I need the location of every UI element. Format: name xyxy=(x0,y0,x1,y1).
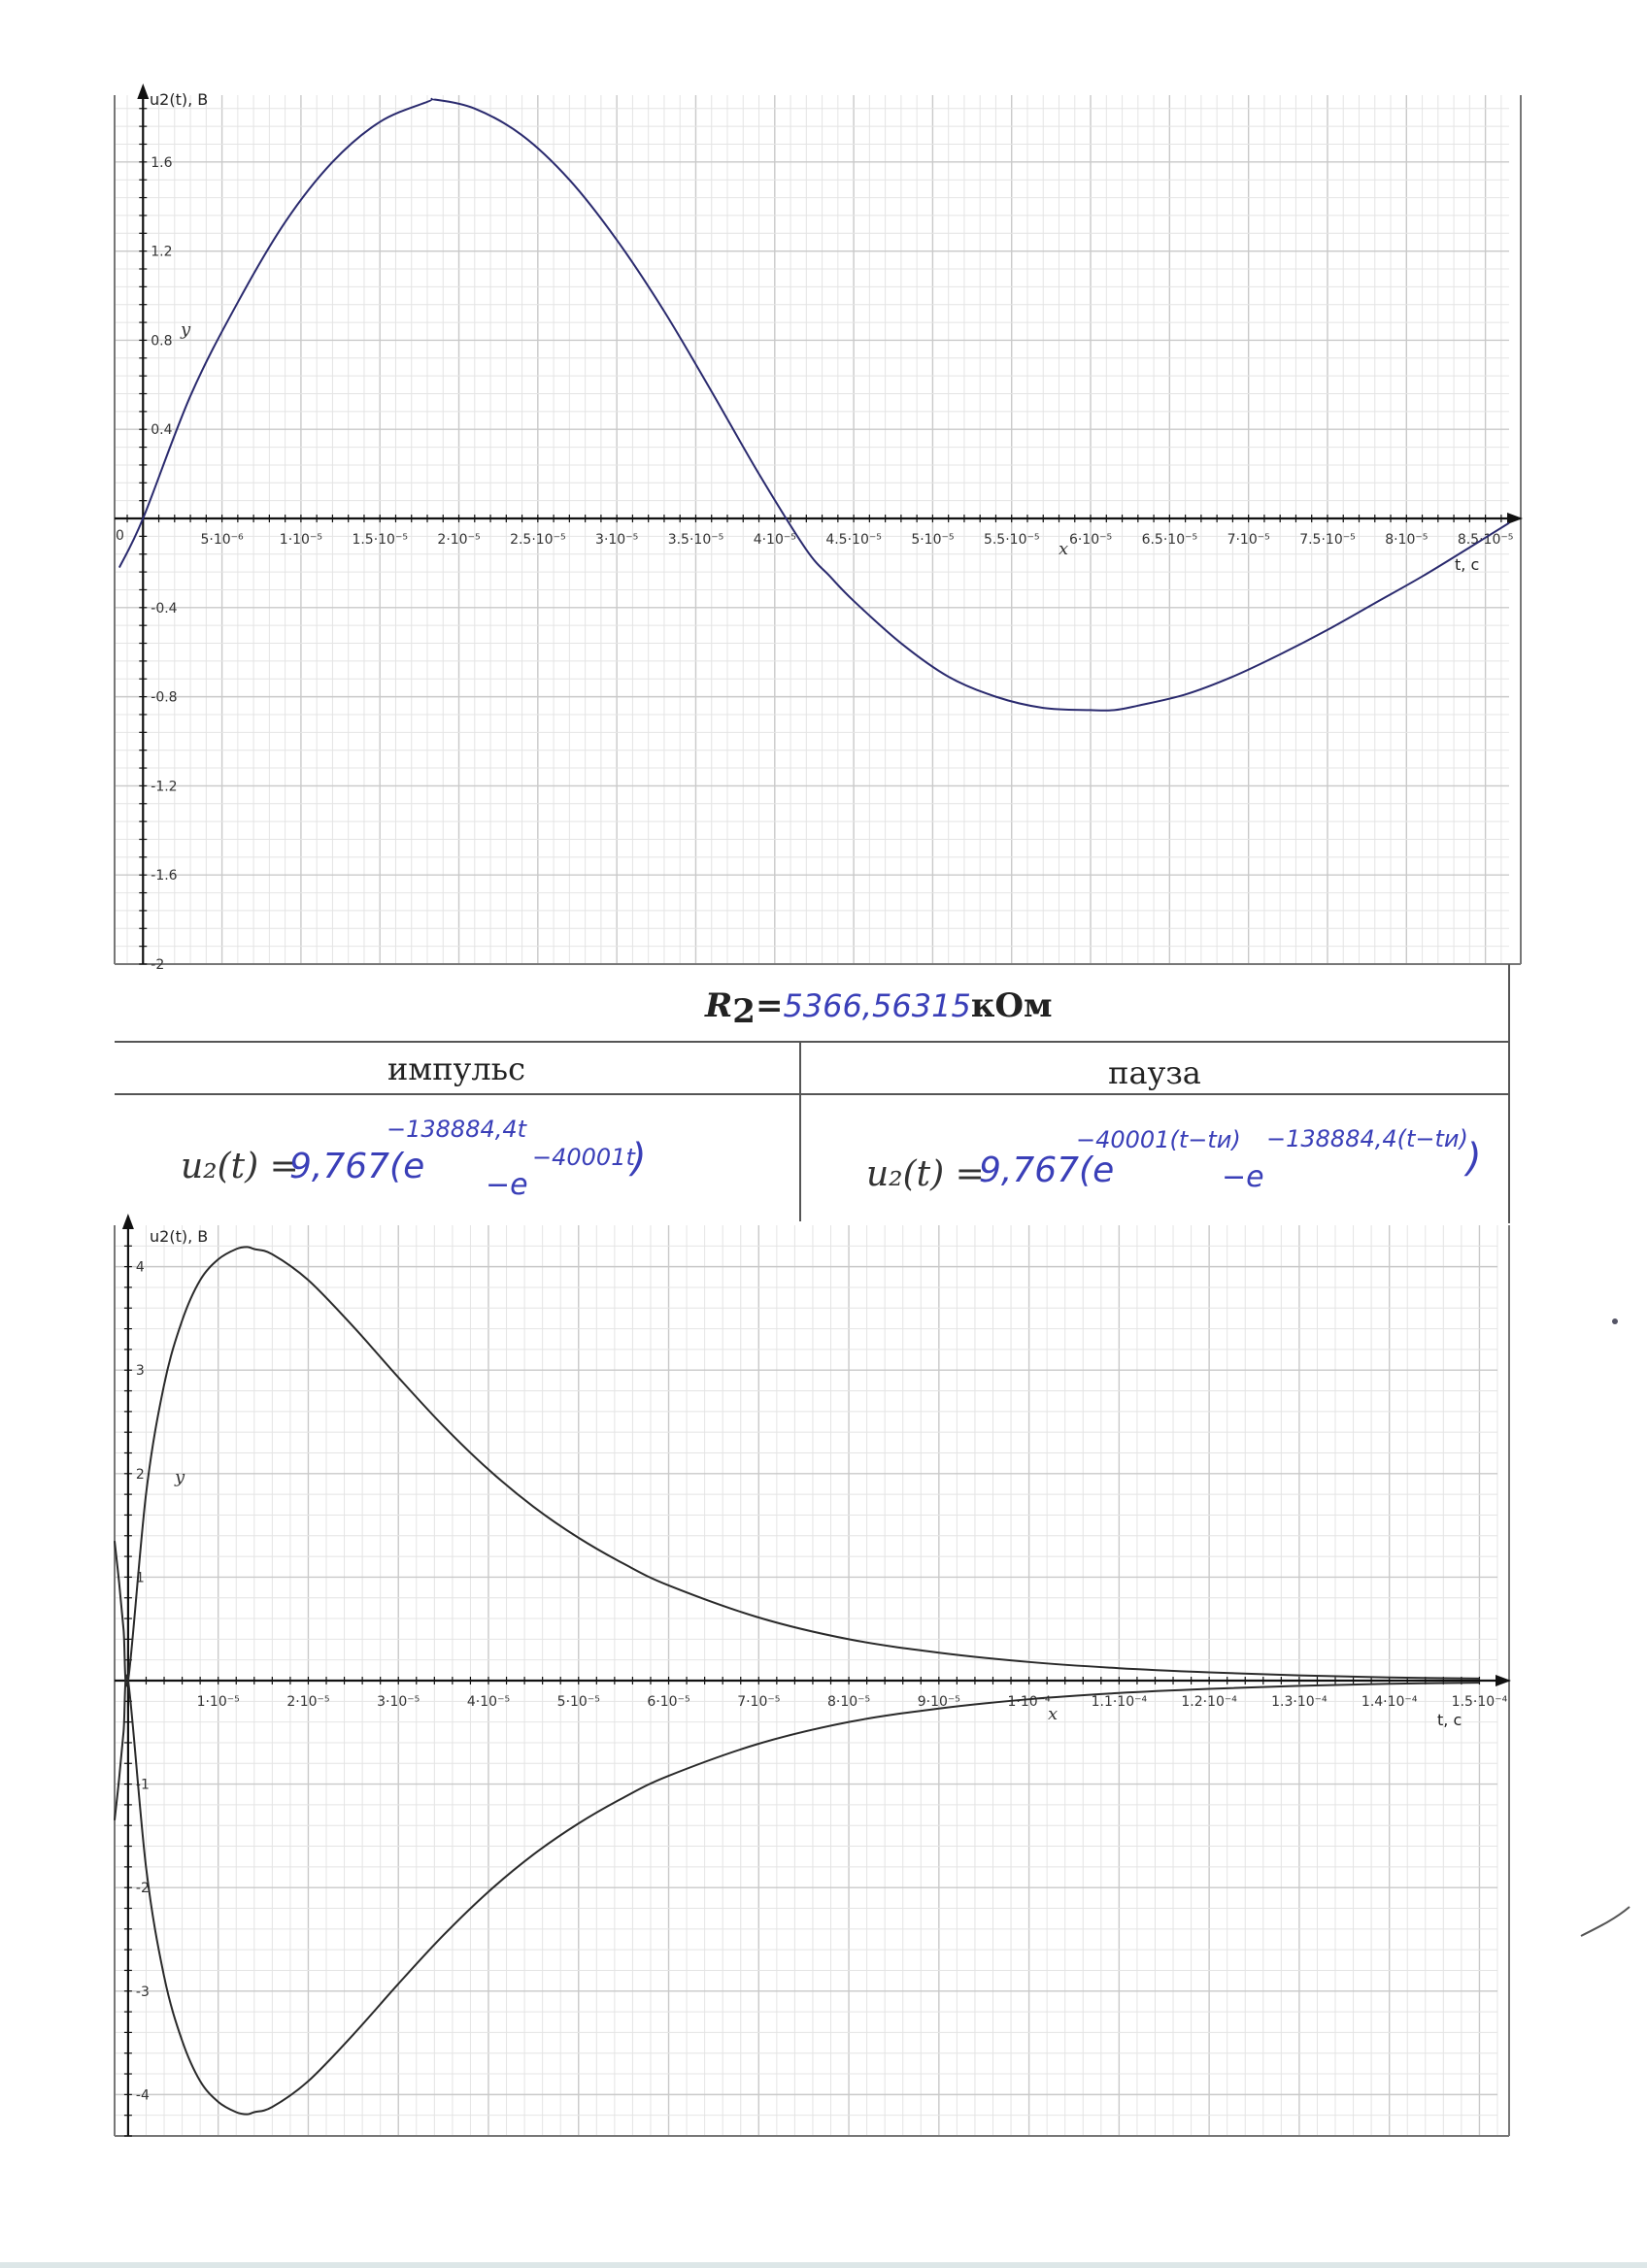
x-tick-label: 3·10⁻⁵ xyxy=(595,532,638,548)
pause-minus-e: −e xyxy=(1222,1160,1264,1194)
x-tick-label: 6·10⁻⁵ xyxy=(647,1694,689,1710)
chart-top-origin-label: 0 xyxy=(116,528,124,544)
chart-top-y-label: u2(t), В xyxy=(150,90,208,109)
chart-bottom-ticks: 1·10⁻⁵ 2·10⁻⁵ 3·10⁻⁵ 4·10⁻⁵ 5·10⁻⁵ 6·10⁻⁵ 7·10… xyxy=(123,1245,1508,2137)
y-tick-label: -1.2 xyxy=(151,779,177,794)
x-tick-label: 4.5·10⁻⁵ xyxy=(825,532,882,548)
x-tick-label: 1.5·10⁻⁴ xyxy=(1452,1694,1508,1710)
y-tick-label: -2 xyxy=(136,1881,150,1896)
x-tick-label: 9·10⁻⁵ xyxy=(918,1694,960,1710)
pause-exponent-2: −138884,4(t−tи) xyxy=(1266,1125,1468,1152)
pause-exponent-1: −40001(t−tи) xyxy=(1076,1126,1241,1153)
x-tick-label: 5·10⁻⁵ xyxy=(911,532,954,548)
series-line-1 xyxy=(114,1246,1480,1687)
pause-coefficient: 9,767(e xyxy=(979,1151,1114,1190)
y-tick-label: -0.4 xyxy=(151,601,177,617)
y-tick-label: 4 xyxy=(136,1260,145,1276)
x-tick-label: 5·10⁻⁵ xyxy=(557,1694,600,1710)
scan-bottom-strip xyxy=(0,2262,1647,2268)
chart-top-y-axis-name: y xyxy=(180,319,191,340)
y-tick-label: -2 xyxy=(151,957,164,973)
x-tick-label: 1·10⁻⁴ xyxy=(1008,1694,1052,1710)
y-tick-label: 3 xyxy=(136,1363,145,1379)
chart-bottom-series xyxy=(114,1246,1480,2116)
series-line-1 xyxy=(118,97,1510,712)
chart-top-ticks: 5·10⁻⁶ 1·10⁻⁵ 1.5·10⁻⁵ 2·10⁻⁵ 2.5·10⁻⁵ 3·10⁻⁵… xyxy=(126,108,1514,973)
x-tick-label: 7.5·10⁻⁵ xyxy=(1299,532,1356,548)
x-tick-label: 8.5·10⁻⁵ xyxy=(1458,532,1514,548)
chart-top-series xyxy=(118,97,1510,712)
x-tick-label: 2.5·10⁻⁵ xyxy=(510,532,566,548)
x-tick-label: 1.5·10⁻⁵ xyxy=(352,532,408,548)
chart-bottom-y-axis-name: y xyxy=(174,1467,185,1487)
pause-close-paren: ) xyxy=(1463,1136,1482,1181)
x-tick-label: 6.5·10⁻⁵ xyxy=(1142,532,1198,548)
x-tick-label: 5·10⁻⁶ xyxy=(200,532,244,548)
x-tick-label: 3·10⁻⁵ xyxy=(377,1694,420,1710)
x-tick-label: 7·10⁻⁵ xyxy=(1227,532,1270,548)
impulse-minus-e: −e xyxy=(486,1168,528,1202)
series-line-2 xyxy=(114,1674,1480,2116)
column-pause-header: пауза xyxy=(1108,1054,1201,1091)
x-axis-arrowhead xyxy=(1496,1675,1511,1686)
x-tick-label: 1.1·10⁻⁴ xyxy=(1092,1694,1148,1710)
impulse-coefficient: 9,767(e xyxy=(289,1147,424,1186)
impulse-exponent-2: −40001t xyxy=(532,1144,636,1171)
impulse-formula: u₂(t) = 9,767(e −138884,4t −40001t −e ) xyxy=(181,1116,647,1202)
x-tick-label: 1·10⁻⁵ xyxy=(197,1694,240,1710)
y-axis-arrowhead xyxy=(137,83,150,99)
r2-line: R2=5366,56315кОм xyxy=(704,986,1053,1031)
x-tick-label: 6·10⁻⁵ xyxy=(1069,532,1112,548)
impulse-formula-lhs: u₂(t) = xyxy=(181,1147,299,1186)
x-tick-label: 5.5·10⁻⁵ xyxy=(984,532,1040,548)
impulse-exponent-1: −138884,4t xyxy=(387,1116,528,1143)
chart-bottom-y-label: u2(t), В xyxy=(150,1227,208,1246)
x-tick-label: 3.5·10⁻⁵ xyxy=(668,532,724,548)
x-tick-label: 2·10⁻⁵ xyxy=(437,532,480,548)
x-axis-arrowhead xyxy=(1507,513,1523,525)
pause-formula-lhs: u₂(t) = xyxy=(866,1154,985,1194)
chart-bottom-x-label: t, c xyxy=(1437,1711,1462,1729)
chart-top-x-axis-name: x xyxy=(1059,539,1068,559)
x-tick-label: 2·10⁻⁵ xyxy=(286,1694,329,1710)
x-tick-label: 8·10⁻⁵ xyxy=(1385,532,1428,548)
x-tick-label: 1.3·10⁻⁴ xyxy=(1271,1694,1328,1710)
y-tick-label: 2 xyxy=(136,1467,145,1483)
column-impulse-header: импульс xyxy=(387,1051,525,1087)
x-tick-label: 1.4·10⁻⁴ xyxy=(1361,1694,1418,1710)
y-tick-label: 0.4 xyxy=(151,422,172,438)
scan-mark-right xyxy=(1580,1906,1630,1937)
chart-top: 5·10⁻⁶ 1·10⁻⁵ 1.5·10⁻⁵ 2·10⁻⁵ 2.5·10⁻⁵ 3·10⁻⁵… xyxy=(114,83,1523,973)
chart-top-grid xyxy=(115,95,1509,965)
x-tick-label: 8·10⁻⁵ xyxy=(827,1694,870,1710)
x-tick-label: 1.2·10⁻⁴ xyxy=(1181,1694,1237,1710)
x-tick-label: 7·10⁻⁵ xyxy=(737,1694,780,1710)
x-tick-label: 1·10⁻⁵ xyxy=(280,532,322,548)
scan-dot xyxy=(1612,1318,1618,1324)
y-tick-label: -4 xyxy=(136,2087,150,2103)
chart-top-x-label: t, c xyxy=(1455,555,1479,574)
impulse-close-paren: ) xyxy=(628,1136,647,1181)
pause-formula: u₂(t) = 9,767(e −40001(t−tи) −138884,4(t… xyxy=(866,1125,1482,1194)
chart-bottom: 1·10⁻⁵ 2·10⁻⁵ 3·10⁻⁵ 4·10⁻⁵ 5·10⁻⁵ 6·10⁻⁵ 7·10… xyxy=(114,1214,1511,2137)
y-tick-label: -3 xyxy=(136,1984,150,2000)
y-tick-label: 1.2 xyxy=(151,245,172,260)
x-tick-label: 4·10⁻⁵ xyxy=(754,532,796,548)
y-tick-label: 0.8 xyxy=(151,333,172,349)
y-tick-label: 1.6 xyxy=(151,155,172,171)
y-tick-label: 1 xyxy=(136,1570,145,1585)
y-axis-arrowhead xyxy=(121,1214,134,1229)
x-tick-label: 4·10⁻⁵ xyxy=(467,1694,510,1710)
y-tick-label: -0.8 xyxy=(151,690,177,706)
y-tick-label: -1.6 xyxy=(151,868,177,884)
formula-table: R2=5366,56315кОм импульс пауза u₂(t) = 9… xyxy=(115,964,1510,1223)
chart-bottom-x-axis-name: x xyxy=(1048,1704,1058,1724)
